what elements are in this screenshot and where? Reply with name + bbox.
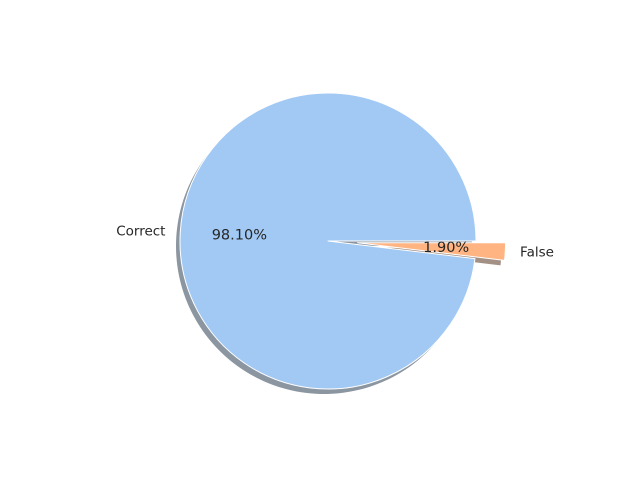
slice-pct-false: 1.90% [423, 240, 469, 256]
slice-pct-correct: 98.10% [212, 228, 267, 244]
slice-label-correct: Correct [116, 223, 165, 239]
pie-slice-correct [179, 92, 477, 390]
pie-slice-false [357, 242, 507, 261]
labels: Correct 98.10% False 1.90% [116, 223, 554, 260]
slices [179, 92, 507, 390]
slice-label-false: False [520, 244, 554, 260]
